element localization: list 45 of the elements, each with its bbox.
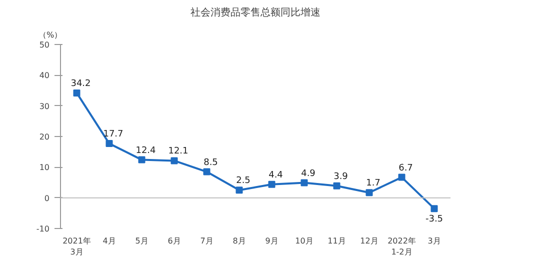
point — [138, 156, 146, 164]
x-tick-label: 7月 — [200, 236, 214, 246]
y-tick-label: -10 — [36, 224, 50, 234]
point — [366, 189, 373, 196]
data-label: 8.5 — [204, 158, 218, 168]
data-label: 4.4 — [268, 170, 284, 180]
x-tick-label: 6月 — [168, 236, 181, 246]
x-tick-label: 11月 — [328, 236, 346, 246]
x-tick-label: 2021年 3月 — [62, 236, 91, 256]
y-tick-label: 0 — [44, 194, 50, 203]
data-label: -3.5 — [425, 214, 444, 225]
point — [236, 186, 243, 194]
data-label: 12.1 — [168, 146, 188, 157]
point — [170, 157, 178, 164]
chart-title: 社会消费品零售总额同比增速 — [190, 6, 320, 18]
point — [203, 168, 210, 176]
data-label: 12.4 — [136, 146, 156, 156]
data-label: 17.7 — [103, 130, 124, 140]
x-tick-label: 12月 — [360, 236, 378, 246]
y-tick-label: 40 — [39, 71, 50, 80]
x-tick-label: 9月 — [265, 236, 278, 246]
point — [300, 179, 308, 186]
data-label: 1.7 — [366, 178, 380, 189]
point — [333, 182, 340, 190]
data-label: 6.7 — [398, 163, 413, 174]
data-label: 34.2 — [70, 78, 91, 89]
x-tick-label: 10月 — [295, 236, 314, 246]
data-label: 3.9 — [334, 172, 348, 182]
point — [430, 205, 438, 212]
point — [398, 174, 406, 181]
x-tick-label: 8月 — [232, 236, 246, 246]
data-label: 4.9 — [301, 168, 316, 179]
point — [268, 180, 276, 188]
y-tick-label: 20 — [39, 132, 50, 142]
x-tick-label: 2022年 1-2月 — [388, 236, 416, 256]
y-axis-title: （%） — [38, 30, 62, 40]
x-tick-label: 3月 — [428, 236, 441, 246]
point — [106, 140, 113, 148]
y-tick-label: 10 — [39, 163, 50, 172]
y-tick-label: 30 — [39, 102, 50, 111]
y-tick-label: 50 — [39, 40, 50, 50]
x-tick-label: 4月 — [102, 236, 116, 246]
x-tick-label: 5月 — [135, 236, 148, 246]
point — [73, 89, 80, 96]
data-label: 2.5 — [236, 176, 250, 186]
